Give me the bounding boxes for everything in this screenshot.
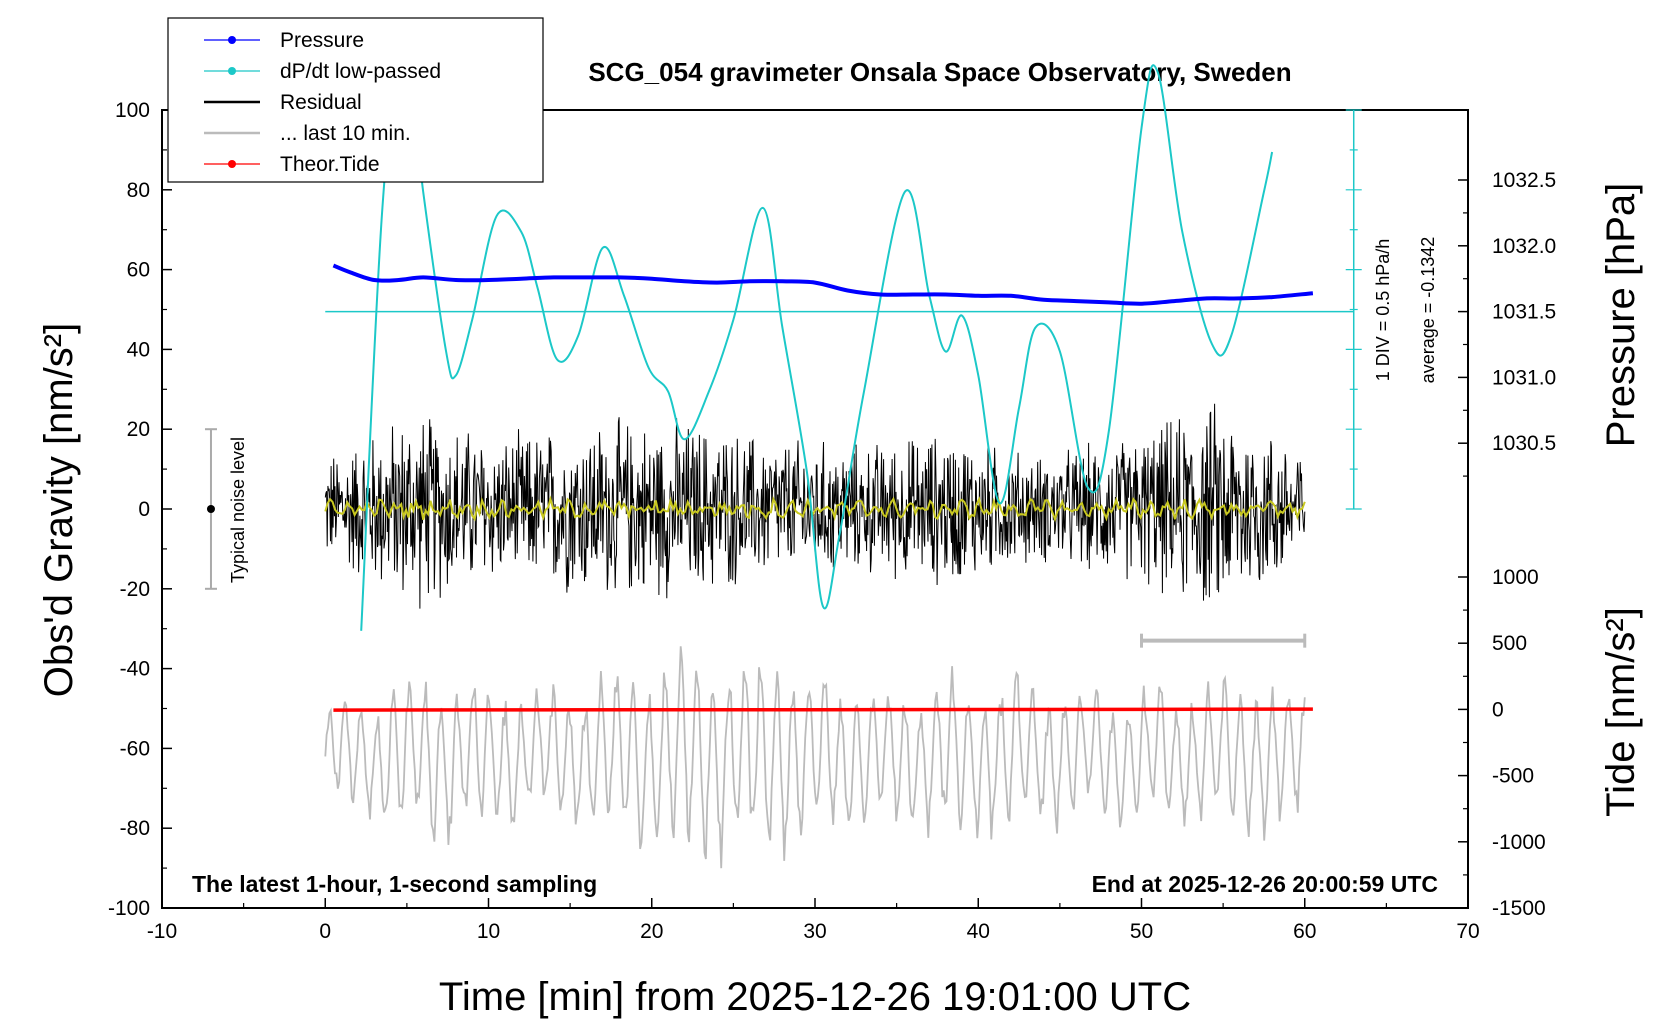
- chart-annotations: [204, 428, 1307, 648]
- tide-tick-label: 0: [1492, 698, 1504, 721]
- left-axis-title: Obs'd Gravity [nm/s²]: [37, 323, 81, 697]
- y-tick-label: 80: [127, 179, 150, 202]
- residual-line: [324, 403, 1306, 609]
- tide-line: [333, 707, 1313, 712]
- tide-axis-title: Tide [nm/s²]: [1599, 607, 1643, 817]
- tide-tick-label: -1500: [1492, 897, 1546, 920]
- legend-label: dP/dt low-passed: [280, 60, 441, 83]
- tide-tick-label: -500: [1492, 765, 1534, 788]
- pressure-axis-title: Pressure [hPa]: [1599, 183, 1643, 448]
- x-axis-title: Time [min] from 2025-12-26 19:01:00 UTC: [439, 975, 1191, 1019]
- y-tick-label: 20: [127, 418, 150, 441]
- axis-ticks: -10 0 10 20 30 40 50 60 70100806040200-20-40-60-…: [108, 99, 1556, 943]
- residual-smoothed-series: [324, 495, 1306, 523]
- legend-marker: [228, 36, 236, 44]
- footer-left-note: The latest 1-hour, 1-second sampling: [192, 871, 597, 897]
- tide-tick-label: 1000: [1492, 566, 1539, 589]
- residual-smoothed-line: [324, 495, 1306, 523]
- x-tick-label: 70: [1456, 920, 1479, 943]
- x-tick-label: 50: [1130, 920, 1153, 943]
- x-tick-label: 60: [1293, 920, 1316, 943]
- y-tick-label: 0: [138, 498, 150, 521]
- legend-label: Residual: [280, 91, 362, 114]
- tide-tick-label: -1000: [1492, 831, 1546, 854]
- noise-level-label: Typical noise level: [228, 437, 248, 583]
- pressure-line: [332, 263, 1314, 306]
- tide-tick-label: 500: [1492, 632, 1527, 655]
- pressure-tick-label: 1031.0: [1492, 366, 1556, 389]
- x-tick-label: 0: [319, 920, 331, 943]
- y-tick-label: -40: [120, 658, 150, 681]
- residual-series: [324, 403, 1306, 609]
- noise-level-center-dot: [206, 505, 215, 513]
- pressure-series: [332, 263, 1314, 306]
- dpdt-series: [325, 31, 1362, 631]
- chart-title: SCG_054 gravimeter Onsala Space Observat…: [588, 57, 1291, 87]
- legend-box: [167, 17, 544, 183]
- last-10-min-series: [324, 646, 1306, 869]
- footer-right-note: End at 2025-12-26 20:00:59 UTC: [1092, 871, 1438, 897]
- legend-marker: [228, 160, 236, 168]
- last-10-min-line: [324, 646, 1306, 869]
- x-tick-label: 40: [967, 920, 990, 943]
- y-tick-label: -60: [120, 737, 150, 760]
- x-tick-label: 10: [477, 920, 500, 943]
- y-tick-label: 60: [127, 259, 150, 282]
- legend: Pressure dP/dt low-passed Residual ... last…: [204, 29, 441, 176]
- dpdt-line: [360, 31, 1274, 631]
- dpdt-scale-label: 1 DIV = 0.5 hPa/h: [1373, 239, 1393, 382]
- y-tick-label: -100: [108, 897, 150, 920]
- legend-label: ... last 10 min.: [280, 122, 411, 145]
- x-tick-label: -10: [147, 920, 177, 943]
- dpdt-average-label: average = -0.1342: [1418, 237, 1438, 384]
- x-tick-label: 30: [803, 920, 826, 943]
- theor-tide-series: [333, 707, 1313, 712]
- pressure-tick-label: 1031.5: [1492, 301, 1556, 324]
- y-tick-label: 40: [127, 338, 150, 361]
- x-tick-label: 20: [640, 920, 663, 943]
- y-tick-label: -20: [120, 578, 150, 601]
- pressure-tick-label: 1032.5: [1492, 169, 1556, 192]
- legend-label: Pressure: [280, 29, 364, 52]
- legend-label: Theor.Tide: [280, 153, 380, 176]
- y-tick-label: 100: [115, 99, 150, 122]
- y-tick-label: -80: [120, 817, 150, 840]
- pressure-tick-label: 1032.0: [1492, 235, 1556, 258]
- pressure-tick-label: 1030.5: [1492, 432, 1556, 455]
- legend-marker: [228, 67, 236, 75]
